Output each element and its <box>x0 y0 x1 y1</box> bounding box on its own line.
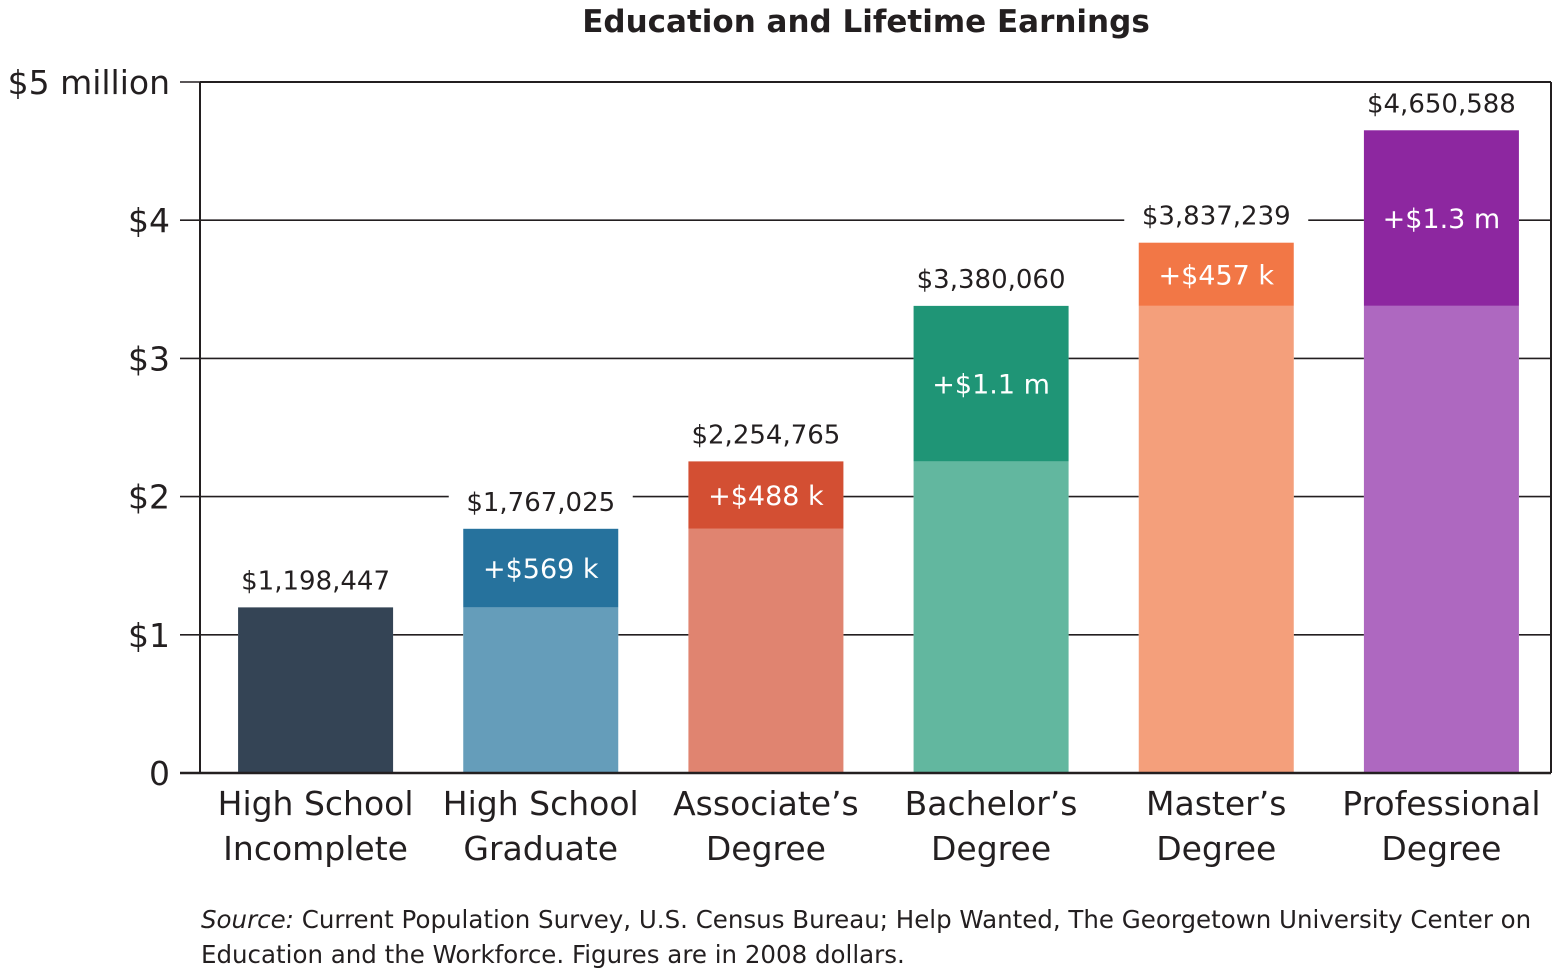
x-tick-label: High School <box>218 784 414 823</box>
x-tick-label: High School <box>443 784 639 823</box>
total-value-label: $2,254,765 <box>691 420 840 450</box>
increment-label: +$488 k <box>708 481 824 512</box>
x-tick-label: Degree <box>706 829 826 868</box>
bar-increase-segment <box>913 305 1069 462</box>
x-tick-label: Degree <box>1156 829 1276 868</box>
bar-increase-segment <box>1363 130 1519 306</box>
total-label-background <box>899 263 1084 296</box>
x-tick-label: Degree <box>1381 829 1501 868</box>
increment-label: +$569 k <box>483 554 599 585</box>
bar-base-segment <box>463 607 619 773</box>
total-label-background <box>223 565 408 598</box>
bar-base-segment <box>1363 305 1519 773</box>
x-tick-label: Professional <box>1342 784 1540 823</box>
y-axis: 0 $1 $2 $3 $4 $5 million <box>8 63 170 793</box>
y-tick-label: 0 <box>149 754 170 793</box>
total-value-label: $3,380,060 <box>917 265 1066 295</box>
increment-label: +$457 k <box>1158 260 1274 291</box>
chart-title: Education and Lifetime Earnings <box>582 4 1150 40</box>
x-tick-label: Associate’s <box>673 784 859 823</box>
total-value-label: $3,837,239 <box>1142 202 1291 232</box>
source-label: Source: <box>201 905 294 934</box>
x-tick-label: Degree <box>931 829 1051 868</box>
total-label-background <box>448 486 633 519</box>
y-tick-label: $5 million <box>8 63 170 102</box>
x-tick-label: Incomplete <box>223 829 408 868</box>
bars: $1,198,447 +$569 k $1,767,025 +$488 k $2,254… <box>223 88 1534 773</box>
x-tick-label: Graduate <box>463 829 618 868</box>
increment-label: +$1.3 m <box>1383 204 1501 235</box>
x-axis: High School Incomplete High School Graduate… <box>218 784 1541 868</box>
source-text: Current Population Survey, U.S. Census B… <box>201 905 1532 969</box>
total-value-label: $4,650,588 <box>1367 89 1516 119</box>
x-tick-label: Bachelor’s <box>905 784 1078 823</box>
y-tick-label: $1 <box>128 616 170 655</box>
plot-frame <box>180 81 1552 775</box>
increment-label: +$1.1 m <box>932 370 1050 401</box>
bar-increase-segment <box>688 461 844 529</box>
y-tick-label: $4 <box>128 201 170 240</box>
x-tick-label: Master’s <box>1146 784 1286 823</box>
bar-increase-segment <box>1138 242 1294 306</box>
total-label-background <box>1124 200 1309 233</box>
source-note: Source: Current Population Survey, U.S. … <box>201 902 1541 972</box>
y-tick-label: $2 <box>128 478 170 517</box>
bar-base-segment <box>688 528 844 773</box>
total-value-label: $1,198,447 <box>241 566 390 596</box>
total-value-label: $1,767,025 <box>466 488 615 518</box>
total-label-background <box>1349 88 1534 121</box>
total-label-background <box>673 419 858 452</box>
bar-increase-segment <box>463 528 619 608</box>
bar-base-segment <box>1138 305 1294 773</box>
bar-base-segment <box>913 461 1069 773</box>
y-tick-label: $3 <box>128 339 170 378</box>
bar-base-segment <box>238 607 394 773</box>
